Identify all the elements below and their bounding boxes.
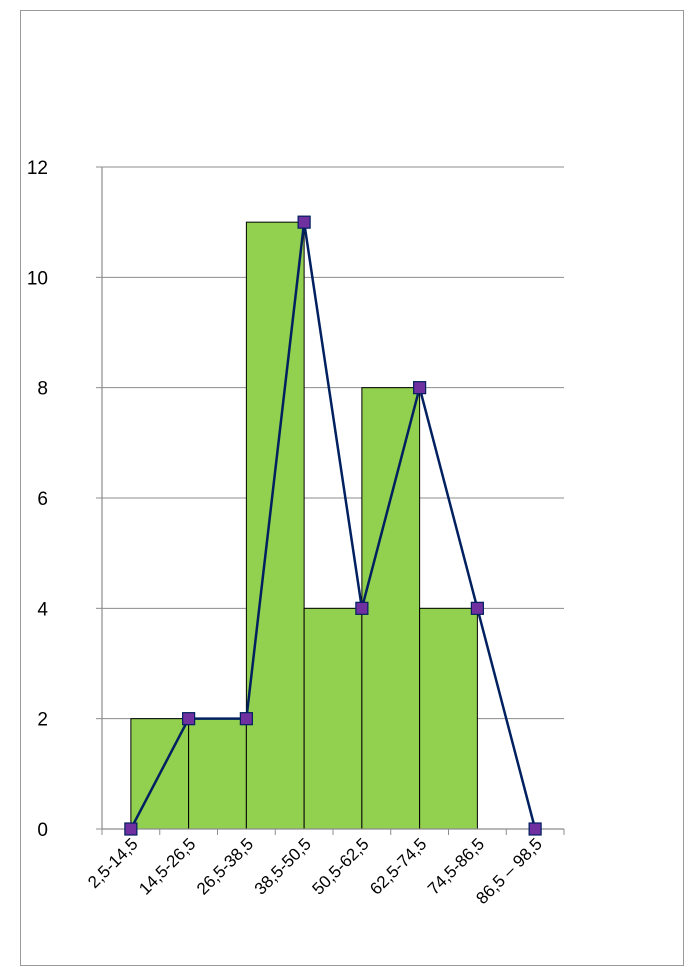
histogram-bar bbox=[188, 718, 247, 830]
y-tick-label: 2 bbox=[37, 710, 48, 731]
polygon-point bbox=[355, 601, 369, 615]
y-tick-label: 4 bbox=[37, 599, 48, 620]
histogram-bars bbox=[130, 221, 478, 830]
histogram-bar bbox=[361, 387, 421, 830]
axes bbox=[96, 166, 565, 835]
y-tick-label: 6 bbox=[37, 489, 48, 510]
histogram-bar bbox=[303, 607, 363, 830]
polygon-point bbox=[297, 215, 311, 229]
x-tick-label: 2,5-14,5 bbox=[84, 834, 142, 892]
polygon-point bbox=[124, 822, 138, 836]
polygon-point bbox=[470, 601, 484, 615]
polygon-line bbox=[129, 220, 537, 830]
y-tick-label: 8 bbox=[37, 379, 48, 400]
frequency-polygon bbox=[124, 215, 542, 836]
y-tick-label: 12 bbox=[27, 158, 48, 179]
x-tick-label: 26,5-38,5 bbox=[193, 834, 257, 898]
x-tick-label: 14,5-26,5 bbox=[135, 834, 199, 898]
y-tick-label: 10 bbox=[27, 268, 48, 289]
histogram-bar bbox=[245, 221, 305, 830]
polygon-point bbox=[239, 712, 253, 726]
polygon-point bbox=[413, 381, 427, 395]
polygon-point bbox=[528, 822, 542, 836]
histogram-bar bbox=[419, 607, 478, 830]
x-tick-label: 50,5-62,5 bbox=[308, 834, 372, 898]
x-tick-label: 62,5-74,5 bbox=[366, 834, 430, 898]
x-tick-label: 38,5-50,5 bbox=[251, 834, 315, 898]
y-tick-label: 0 bbox=[37, 820, 48, 841]
polygon-point bbox=[182, 712, 196, 726]
